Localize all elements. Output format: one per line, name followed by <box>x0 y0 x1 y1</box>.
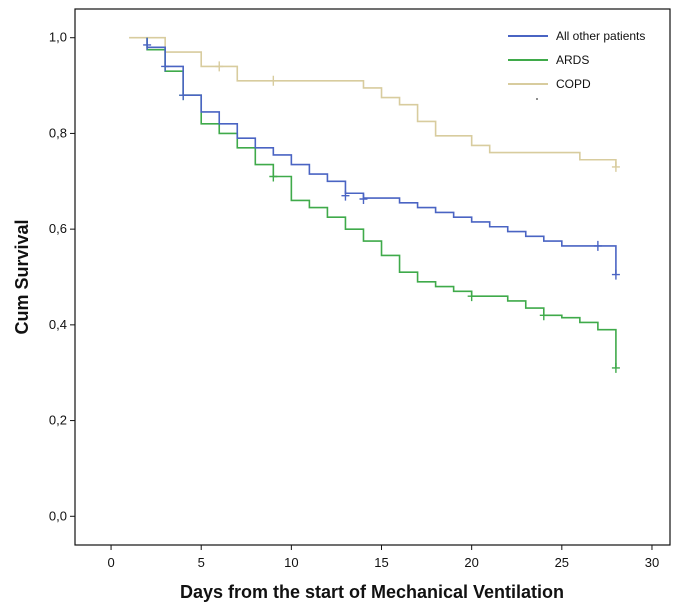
censor-mark-copd <box>611 161 620 172</box>
legend: All other patients ARDS COPD <box>508 29 645 100</box>
x-tick-label: 30 <box>645 555 659 570</box>
y-tick-label: 0,0 <box>49 508 67 523</box>
y-axis-title: Cum Survival <box>12 219 32 334</box>
y-tick-label: 0,8 <box>49 125 67 140</box>
x-tick-label: 25 <box>555 555 569 570</box>
legend-label-ards: ARDS <box>556 53 589 67</box>
x-tick-label: 15 <box>374 555 388 570</box>
censor-mark-all-other-patients <box>179 90 188 101</box>
y-axis-ticks: 0,0 0,2 0,4 0,6 0,8 1,0 <box>49 30 75 523</box>
censor-mark-all-other-patients <box>143 39 152 50</box>
censor-mark-ards <box>269 171 278 182</box>
series-line-copd <box>129 36 617 167</box>
x-tick-label: 0 <box>107 555 114 570</box>
series-layer <box>129 36 620 373</box>
x-tick-label: 20 <box>464 555 478 570</box>
legend-label-copd: COPD <box>556 77 591 91</box>
x-axis-title: Days from the start of Mechanical Ventil… <box>180 582 564 602</box>
series-line-all-other-patients <box>146 37 617 275</box>
censor-mark-all-other-patients <box>341 190 350 201</box>
censor-mark-copd <box>269 75 278 86</box>
censor-mark-all-other-patients <box>161 61 170 72</box>
censor-mark-copd <box>215 61 224 72</box>
legend-label-all-other: All other patients <box>556 29 645 43</box>
censor-mark-all-other-patients <box>359 193 368 204</box>
censor-mark-all-other-patients <box>593 240 602 251</box>
legend-dot <box>536 98 538 100</box>
y-tick-label: 0,4 <box>49 317 67 332</box>
axis-frame <box>74 8 671 546</box>
plot-frame <box>74 8 671 546</box>
y-tick-label: 0,6 <box>49 221 67 236</box>
censor-mark-ards <box>611 362 620 373</box>
censor-mark-ards <box>539 310 548 321</box>
x-tick-label: 5 <box>198 555 205 570</box>
censor-mark-all-other-patients <box>611 269 620 280</box>
x-tick-label: 10 <box>284 555 298 570</box>
y-tick-label: 0,2 <box>49 413 67 428</box>
censor-mark-ards <box>467 291 476 302</box>
x-axis-ticks: 0 5 10 15 20 25 30 <box>107 545 659 570</box>
y-tick-label: 1,0 <box>49 30 67 45</box>
